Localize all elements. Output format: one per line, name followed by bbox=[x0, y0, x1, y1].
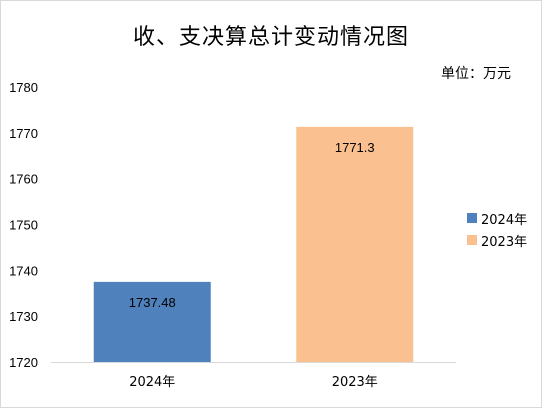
y-tick-label-1770: 1770 bbox=[9, 126, 38, 141]
legend: 2024年 2023年 bbox=[467, 207, 527, 251]
x-tick-label-2024年: 2024年 bbox=[129, 375, 175, 390]
data-label-2023年: 1771.3 bbox=[335, 140, 375, 155]
legend-label-2023: 2023年 bbox=[481, 234, 528, 250]
y-tick-label-1780: 1780 bbox=[9, 80, 38, 95]
y-tick-label-1720: 1720 bbox=[9, 355, 38, 370]
x-tick-label-2023年: 2023年 bbox=[332, 375, 378, 390]
y-tick-label-1760: 1760 bbox=[9, 172, 38, 187]
bar-2023年 bbox=[296, 126, 414, 362]
y-tick-label-1750: 1750 bbox=[9, 218, 38, 233]
y-tick-label-1740: 1740 bbox=[9, 263, 38, 278]
legend-swatch-2023 bbox=[467, 235, 477, 245]
legend-swatch-2024 bbox=[467, 213, 477, 223]
legend-label-2024: 2024年 bbox=[481, 212, 528, 228]
unit-label: 单位：万元 bbox=[441, 66, 511, 82]
legend-item-2023: 2023年 bbox=[467, 229, 527, 251]
bar-2024年 bbox=[93, 281, 211, 362]
y-tick-label-1730: 1730 bbox=[9, 309, 38, 324]
chart-title: 收、支决算总计变动情况图 bbox=[132, 25, 409, 50]
legend-item-2024: 2024年 bbox=[467, 207, 527, 229]
data-label-2024年: 1737.48 bbox=[129, 295, 176, 310]
